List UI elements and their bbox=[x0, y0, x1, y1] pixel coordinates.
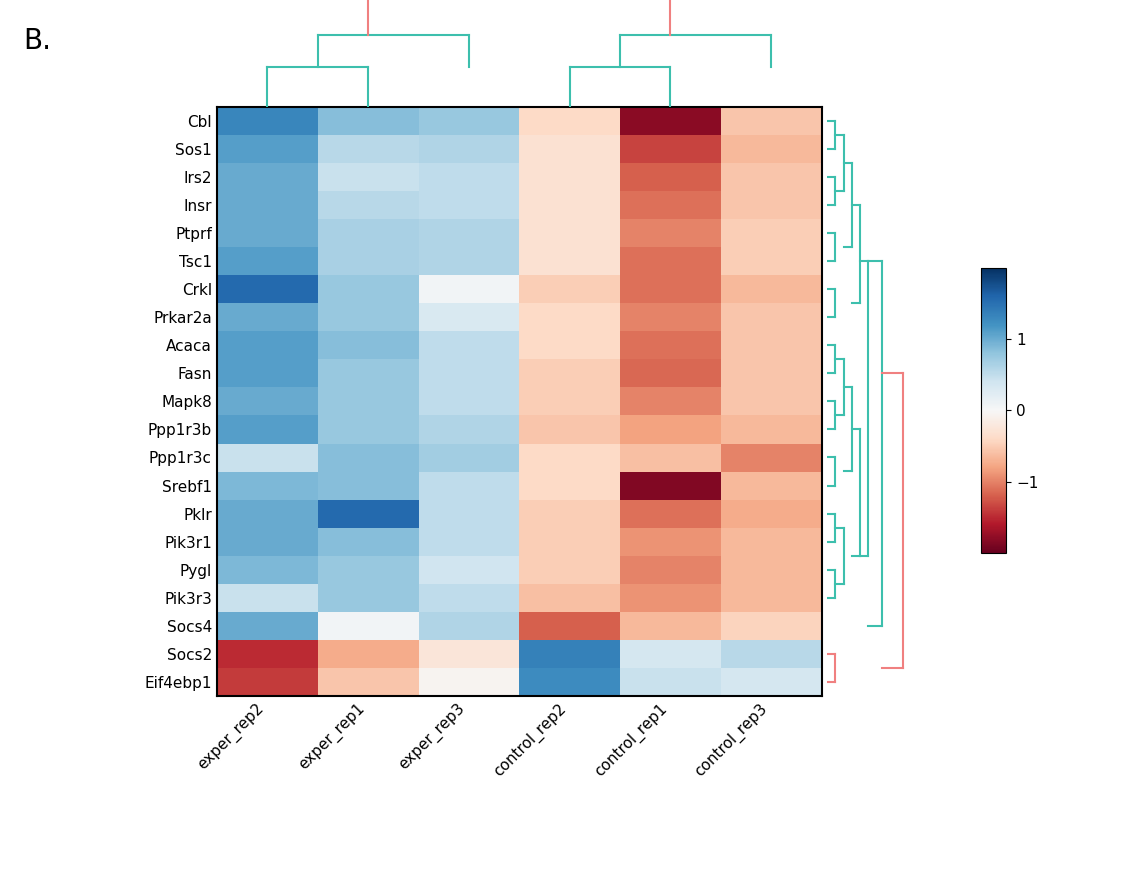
Text: B.: B. bbox=[23, 27, 51, 54]
